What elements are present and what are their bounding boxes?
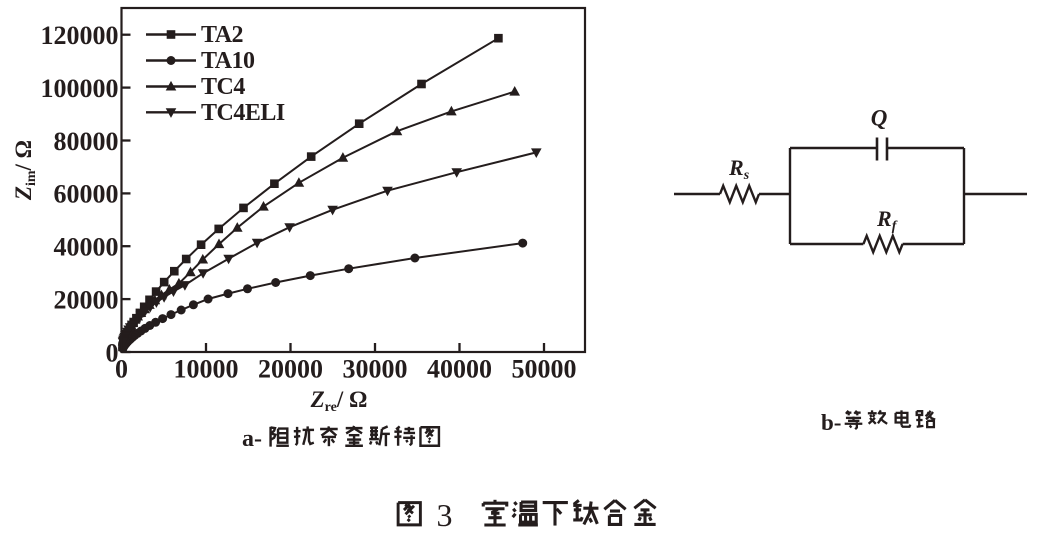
svg-text:20000: 20000 xyxy=(54,285,119,314)
svg-text:0: 0 xyxy=(106,338,119,367)
svg-text:Zim/ Ω: Zim/ Ω xyxy=(11,140,39,201)
svg-text:b-: b- xyxy=(821,410,841,435)
svg-text:40000: 40000 xyxy=(54,233,119,262)
svg-text:60000: 60000 xyxy=(54,180,119,209)
svg-text:50000: 50000 xyxy=(512,355,577,384)
svg-text:120000: 120000 xyxy=(41,21,119,50)
svg-text:80000: 80000 xyxy=(54,127,119,156)
svg-text:Rf: Rf xyxy=(876,206,898,234)
svg-text:100000: 100000 xyxy=(41,74,119,103)
svg-text:TC4ELI: TC4ELI xyxy=(201,100,285,126)
svg-text:a-: a- xyxy=(242,426,262,452)
svg-text:0: 0 xyxy=(115,355,128,384)
svg-text:3: 3 xyxy=(437,497,453,533)
svg-text:30000: 30000 xyxy=(343,355,408,384)
svg-text:Q: Q xyxy=(871,106,888,131)
svg-text:10000: 10000 xyxy=(174,355,239,384)
svg-text:TA2: TA2 xyxy=(201,22,243,48)
svg-text:Rs: Rs xyxy=(728,155,750,183)
svg-text:Zre/ Ω: Zre/ Ω xyxy=(310,387,368,415)
svg-text:TA10: TA10 xyxy=(201,48,255,74)
svg-text:40000: 40000 xyxy=(427,355,492,384)
svg-text:TC4: TC4 xyxy=(201,74,245,100)
svg-text:20000: 20000 xyxy=(258,355,323,384)
